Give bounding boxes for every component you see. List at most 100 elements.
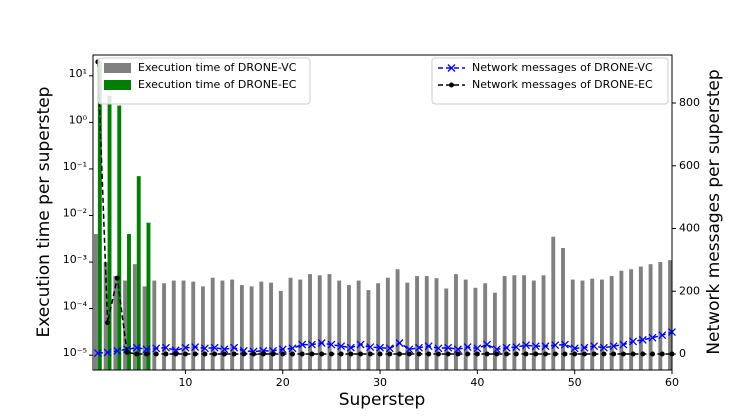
point — [562, 351, 568, 357]
legend-label: Network messages of DRONE-VC — [472, 61, 653, 74]
point — [387, 351, 393, 357]
point — [348, 351, 354, 357]
bar — [356, 280, 361, 370]
point — [299, 351, 305, 357]
x-tick-label: 30 — [373, 376, 387, 389]
point — [542, 351, 548, 357]
point — [445, 351, 451, 357]
point — [346, 343, 355, 352]
point — [474, 351, 480, 357]
y-tick-label: 10⁻¹ — [63, 160, 87, 173]
point — [416, 351, 422, 357]
point — [105, 320, 111, 326]
point — [502, 343, 511, 352]
bar — [327, 274, 332, 370]
legend-label: Network messages of DRONE-EC — [472, 78, 653, 91]
bar — [473, 287, 478, 370]
bar — [97, 61, 102, 371]
x-tick-label: 60 — [665, 376, 679, 389]
point — [289, 351, 295, 357]
point — [609, 342, 618, 351]
bar — [230, 279, 235, 370]
point — [260, 351, 266, 357]
bar — [551, 236, 556, 370]
point — [492, 345, 501, 354]
bar — [191, 281, 196, 370]
point — [328, 351, 334, 357]
point — [319, 351, 325, 357]
x-tick-label: 20 — [276, 376, 290, 389]
point — [465, 351, 471, 357]
bar — [346, 285, 351, 370]
bar — [570, 279, 575, 370]
point — [552, 351, 558, 357]
bar — [337, 280, 342, 370]
point — [181, 343, 190, 352]
point — [484, 351, 490, 357]
point — [142, 345, 151, 354]
point — [212, 351, 218, 357]
x-tick-label: 40 — [470, 376, 484, 389]
point — [483, 340, 492, 349]
x-axis-label: Superstep — [339, 390, 426, 410]
point — [397, 351, 403, 357]
point — [191, 343, 200, 352]
y2-tick-label: 200 — [679, 284, 700, 297]
point — [132, 343, 141, 352]
point — [572, 351, 578, 357]
bar — [648, 264, 653, 370]
y2-tick-label: 400 — [679, 222, 700, 235]
bar — [366, 290, 371, 370]
point — [338, 351, 344, 357]
bar — [107, 95, 112, 371]
y-axis-label: Execution time per superstep — [34, 87, 54, 338]
point — [220, 345, 229, 354]
point — [182, 351, 188, 357]
bar — [201, 286, 205, 370]
point — [337, 342, 346, 351]
legend: Network messages of DRONE-VC Network mess… — [431, 57, 669, 105]
bar — [113, 276, 118, 370]
point — [152, 344, 161, 353]
bar — [123, 280, 128, 370]
point — [455, 351, 461, 357]
point — [648, 333, 657, 342]
bar — [278, 290, 283, 370]
bar — [103, 262, 108, 370]
legend-swatch — [104, 63, 131, 73]
point — [241, 351, 247, 357]
point — [522, 341, 530, 350]
point — [327, 340, 336, 349]
bar — [424, 276, 429, 370]
bar — [259, 281, 264, 370]
bar — [146, 222, 151, 370]
bar — [136, 176, 141, 370]
point — [650, 351, 656, 357]
bar — [580, 280, 585, 370]
y2-axis-label: Network messages per superstep — [704, 69, 724, 354]
point — [210, 343, 219, 352]
point — [504, 351, 510, 357]
point — [317, 339, 326, 347]
point — [611, 351, 617, 357]
point — [280, 351, 286, 357]
point — [171, 346, 180, 355]
bar — [308, 274, 312, 370]
y-tick-label: 10⁻⁵ — [63, 346, 87, 359]
point — [356, 340, 365, 349]
point — [395, 339, 404, 347]
bar — [512, 275, 517, 370]
point — [494, 351, 500, 357]
point — [192, 351, 198, 357]
point — [424, 342, 433, 351]
point — [288, 344, 297, 353]
point — [473, 344, 482, 353]
legend-box — [431, 57, 669, 105]
line — [97, 331, 673, 354]
bar — [629, 269, 634, 370]
point — [231, 351, 237, 357]
legend-marker — [447, 64, 456, 72]
point — [162, 343, 170, 352]
point — [541, 342, 550, 351]
bar — [590, 278, 595, 370]
